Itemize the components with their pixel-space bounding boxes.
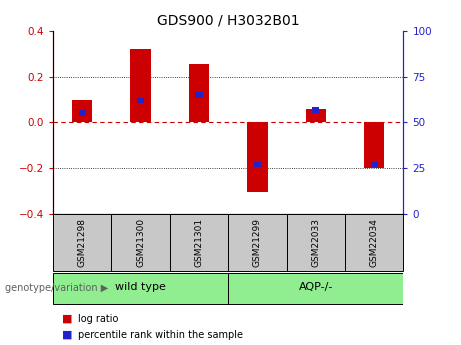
- Bar: [254, 162, 261, 167]
- Text: AQP-/-: AQP-/-: [299, 283, 333, 292]
- Bar: [287, 214, 345, 271]
- Bar: [72, 100, 92, 122]
- Text: wild type: wild type: [115, 283, 166, 292]
- Text: GSM21299: GSM21299: [253, 218, 262, 267]
- Title: GDS900 / H3032B01: GDS900 / H3032B01: [157, 13, 300, 27]
- Text: GSM21301: GSM21301: [195, 218, 203, 267]
- Bar: [53, 273, 228, 304]
- Text: percentile rank within the sample: percentile rank within the sample: [78, 330, 243, 339]
- Bar: [170, 214, 228, 271]
- Bar: [228, 273, 403, 304]
- Bar: [371, 162, 378, 167]
- Bar: [345, 214, 403, 271]
- Bar: [130, 49, 151, 122]
- Bar: [247, 122, 267, 192]
- Text: ■: ■: [62, 314, 73, 324]
- Bar: [364, 122, 384, 168]
- Bar: [137, 98, 144, 104]
- Text: GSM22034: GSM22034: [370, 218, 378, 267]
- Text: GSM22033: GSM22033: [311, 218, 320, 267]
- Bar: [306, 109, 326, 122]
- Bar: [195, 92, 202, 98]
- Bar: [228, 214, 287, 271]
- Bar: [312, 107, 319, 112]
- Bar: [112, 214, 170, 271]
- Bar: [53, 214, 112, 271]
- Bar: [189, 64, 209, 122]
- Bar: [79, 110, 86, 116]
- Text: log ratio: log ratio: [78, 314, 119, 324]
- Text: ■: ■: [62, 330, 73, 339]
- Text: genotype/variation ▶: genotype/variation ▶: [5, 283, 108, 293]
- Text: GSM21298: GSM21298: [78, 218, 87, 267]
- Text: GSM21300: GSM21300: [136, 218, 145, 267]
